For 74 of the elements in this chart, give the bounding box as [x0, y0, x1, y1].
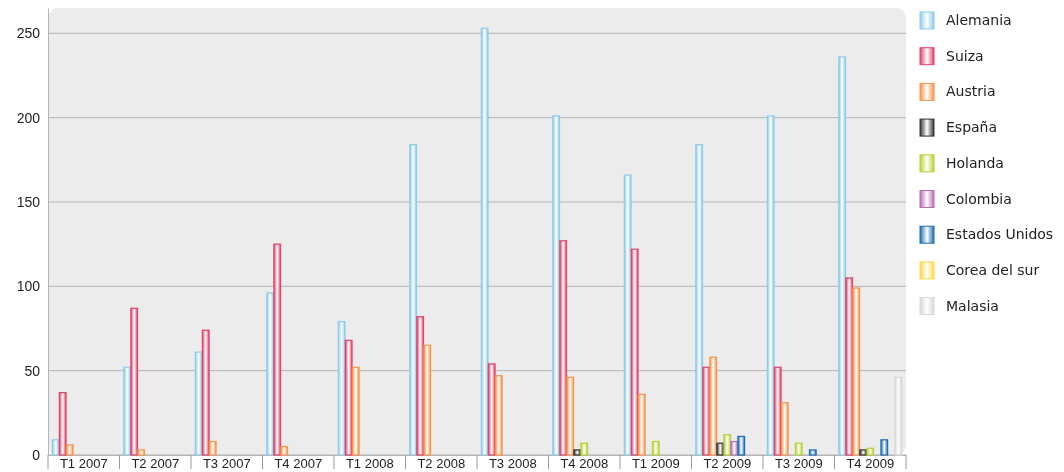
bar: [723, 434, 732, 456]
bar: [880, 439, 889, 456]
bar: [780, 402, 789, 456]
bar: [337, 321, 346, 456]
y-tick-label: 0: [32, 446, 41, 463]
bar: [566, 376, 575, 456]
x-tick-label: T1 2007: [59, 456, 108, 472]
legend-label: Corea del sur: [946, 261, 1040, 278]
y-tick-label: 200: [16, 109, 41, 126]
bar: [409, 144, 418, 456]
bar: [580, 442, 589, 456]
legend-label: Holanda: [946, 154, 1004, 171]
x-tick-label: T2 2008: [417, 456, 466, 472]
bar: [695, 144, 704, 456]
legend-label: España: [946, 119, 998, 136]
bar: [208, 440, 217, 456]
x-tick-label: T2 2007: [131, 456, 180, 472]
legend-label: Malasia: [946, 297, 999, 314]
bar: [487, 363, 496, 456]
x-tick-label: T2 2009: [703, 456, 752, 472]
bar: [51, 439, 60, 456]
bar: [423, 344, 432, 456]
bar: [137, 449, 146, 456]
bar: [766, 115, 775, 456]
bar: [273, 243, 282, 456]
bar: [201, 329, 210, 456]
legend-label: Estados Unidos: [946, 226, 1054, 243]
bar: [58, 391, 67, 456]
bar: [630, 248, 639, 456]
legend-label: Alemania: [946, 12, 1012, 28]
y-tick-label: 100: [16, 278, 41, 295]
bar: [859, 449, 868, 456]
bar: [737, 435, 746, 456]
bar: [552, 115, 561, 456]
bar: [480, 27, 489, 456]
x-tick-label: T4 2007: [274, 456, 323, 472]
bar: [730, 440, 739, 456]
x-tick-label: T3 2008: [488, 456, 537, 472]
bar: [637, 393, 646, 456]
bar: [894, 376, 903, 456]
y-tick-label: 50: [24, 362, 41, 379]
legend-label: Colombia: [946, 190, 1012, 207]
bar: [194, 351, 203, 456]
bar: [623, 174, 632, 456]
bar: [416, 316, 425, 456]
bar: [559, 240, 568, 456]
bar: [845, 277, 854, 456]
bar: [794, 442, 803, 456]
x-tick-label: T3 2009: [774, 456, 823, 472]
bar: [773, 366, 782, 456]
bar: [65, 444, 74, 456]
y-tick-label: 250: [16, 25, 41, 42]
bar: [651, 440, 660, 456]
bar: [852, 287, 861, 456]
x-tick-label: T4 2009: [846, 456, 895, 472]
y-tick-label: 150: [16, 193, 41, 210]
x-tick-label: T3 2007: [202, 456, 251, 472]
bar: [838, 56, 847, 456]
x-tick-label: T4 2008: [560, 456, 609, 472]
bar: [709, 356, 718, 456]
bar: [266, 292, 275, 456]
bar: [716, 442, 725, 456]
bar: [808, 449, 817, 456]
legend-label: Suiza: [946, 47, 984, 64]
legend-label: Austria: [946, 83, 996, 100]
x-tick-label: T1 2009: [631, 456, 680, 472]
bar: [280, 445, 289, 456]
bar: [351, 366, 360, 456]
bar: [494, 375, 503, 456]
bar: [866, 447, 875, 456]
bar: [130, 307, 139, 456]
bar: [344, 339, 353, 456]
x-tick-label: T1 2008: [345, 456, 394, 472]
bar: [573, 449, 582, 456]
